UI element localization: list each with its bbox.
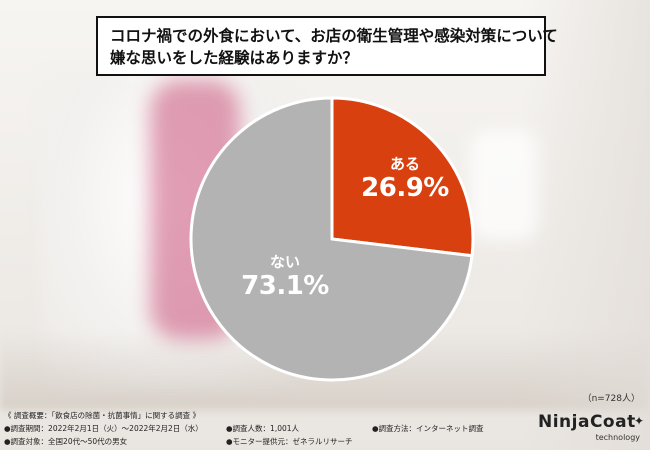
question-title-line-2: 嫌な思いをした経験はありますか？ — [110, 49, 359, 67]
ninjacoat-logo: NinjaCoat ✦ technology — [538, 412, 646, 446]
question-title-line-1: コロナ禍での外食において、お店の衛生管理や感染対策について — [110, 27, 558, 45]
star-icon: ✦ — [634, 414, 645, 428]
slice-label-yes-text: ある — [389, 155, 420, 173]
survey-target: ●調査対象：全国20代～50代の男女 — [4, 437, 128, 446]
slice-value-yes: 26.9% — [361, 173, 449, 203]
sample-size: （n=728人） — [582, 394, 640, 404]
pie-slice-no — [189, 96, 474, 382]
slice-value-no: 73.1% — [241, 271, 329, 301]
survey-period: ●調査期間：2022年2月1日（火）～2022年2月2日（水） — [4, 424, 203, 433]
survey-method: ●調査方法：インターネット調査 — [372, 424, 484, 433]
logo-sub-text: technology — [595, 433, 640, 442]
survey-count: ●調査人数：1,001人 — [226, 424, 300, 433]
survey-title: 《 調査概要：「飲食店の除菌・抗菌事情」に関する調査 》 — [4, 411, 201, 420]
pie-slice-yes — [330, 96, 475, 258]
logo-main-text: NinjaCoat — [538, 412, 636, 432]
question-title-box: コロナ禍での外食において、お店の衛生管理や感染対策について 嫌な思いをした経験は… — [96, 16, 558, 76]
slice-label-no-text: ない — [269, 253, 300, 271]
slice-label-yes: ある 26.9% — [360, 155, 450, 203]
survey-provider: ●モニター提供元：ゼネラルリサーチ — [226, 437, 353, 446]
slice-label-no: ない 73.1% — [240, 253, 330, 301]
